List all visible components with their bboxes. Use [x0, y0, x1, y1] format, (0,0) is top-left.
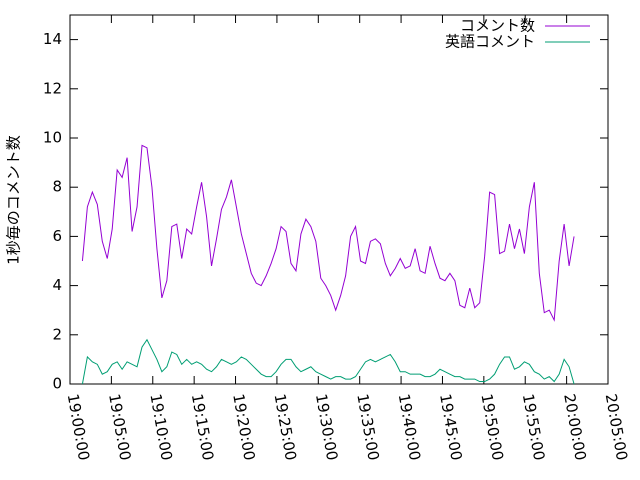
legend-label: 英語コメント — [445, 33, 535, 51]
y-axis-label: 1秒毎のコメント数 — [5, 135, 23, 265]
x-tick-label: 19:30:00 — [312, 392, 341, 461]
x-tick-label: 19:35:00 — [353, 392, 382, 461]
legend-label: コメント数 — [460, 17, 535, 35]
x-tick-label: 19:10:00 — [146, 392, 175, 461]
x-tick-label: 19:00:00 — [64, 392, 93, 461]
y-tick-label: 14 — [43, 30, 62, 48]
y-tick-label: 4 — [52, 276, 62, 294]
x-tick-label: 20:00:00 — [560, 392, 589, 461]
y-tick-label: 0 — [52, 375, 62, 393]
y-tick-label: 12 — [43, 79, 62, 97]
x-tick-label: 19:45:00 — [436, 392, 465, 461]
y-tick-label: 8 — [52, 178, 62, 196]
x-tick-label: 19:20:00 — [229, 392, 258, 461]
x-tick-label: 19:25:00 — [271, 392, 300, 461]
x-tick-label: 20:05:00 — [602, 392, 631, 461]
x-tick-label: 19:50:00 — [477, 392, 506, 461]
x-tick-label: 19:15:00 — [188, 392, 217, 461]
x-tick-label: 19:40:00 — [395, 392, 424, 461]
y-tick-label: 10 — [43, 129, 62, 147]
y-tick-label: 2 — [52, 325, 62, 343]
x-tick-label: 19:05:00 — [105, 392, 134, 461]
y-tick-label: 6 — [52, 227, 62, 245]
plot-frame — [69, 14, 609, 385]
series-line — [81, 338, 575, 385]
x-tick-label: 19:55:00 — [519, 392, 548, 461]
series-line — [81, 144, 575, 322]
